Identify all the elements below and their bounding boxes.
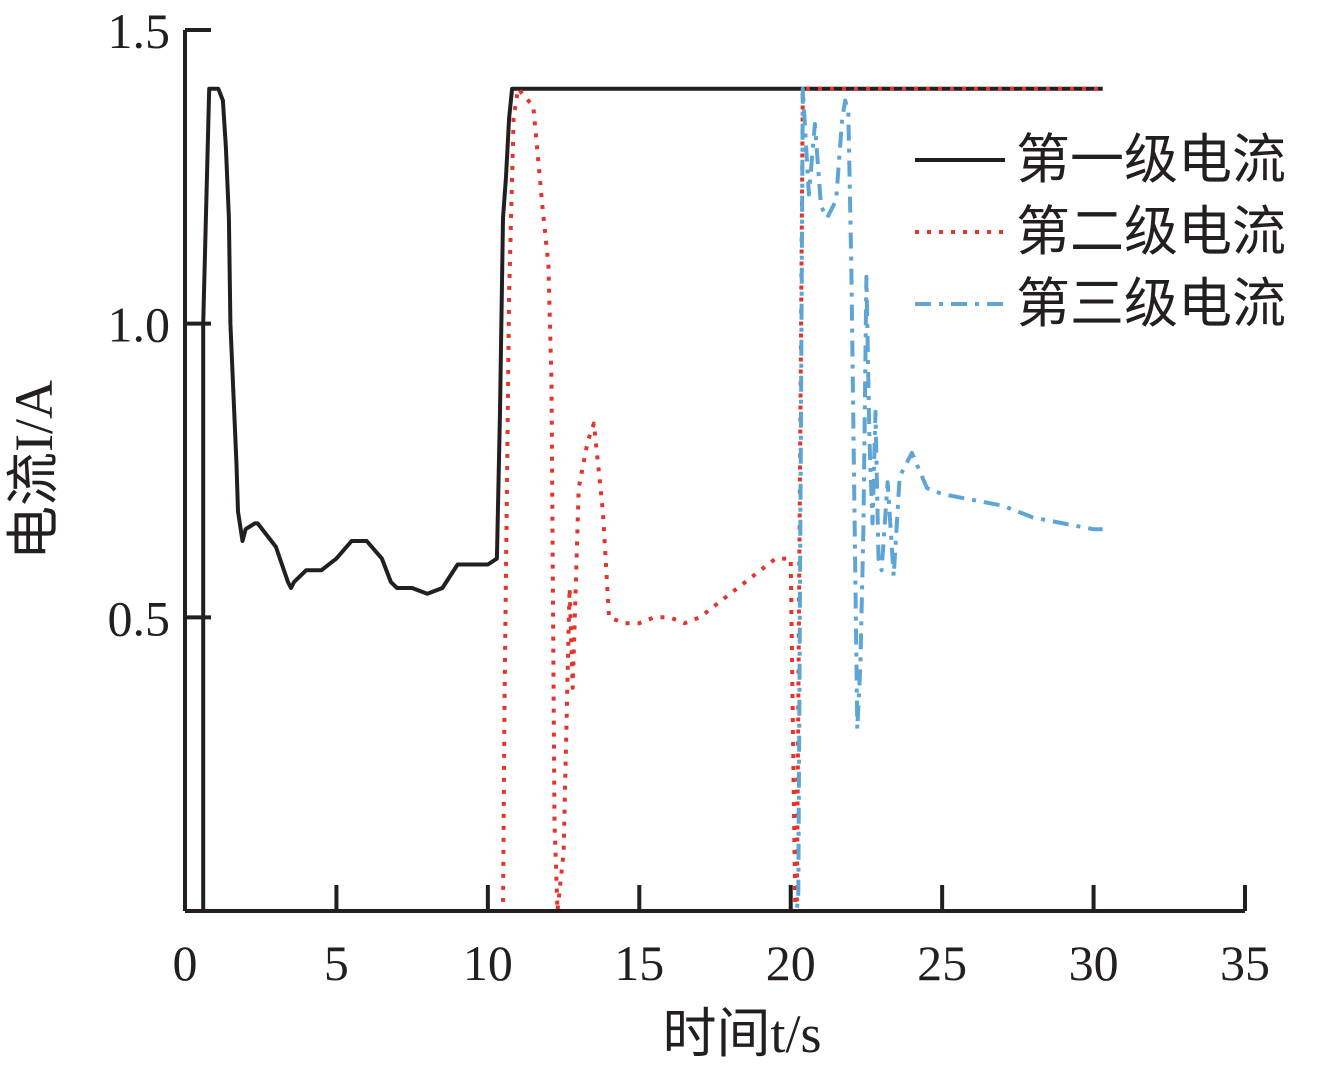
x-tick-label: 15 [614, 935, 664, 991]
y-tick-label: 1.5 [108, 3, 171, 59]
legend-label: 第三级电流 [1016, 274, 1286, 334]
x-tick-label: 0 [173, 935, 198, 991]
y-tick-label: 0.5 [108, 590, 171, 646]
series-line-1 [200, 86, 1103, 913]
x-tick-label: 20 [766, 935, 816, 991]
y-tick-label: 1.0 [108, 297, 171, 353]
y-axis-title: 电流I/A [4, 380, 64, 560]
series-layer [200, 86, 1103, 913]
x-tick-label: 5 [324, 935, 349, 991]
x-tick-label: 35 [1220, 935, 1270, 991]
x-axis-title: 时间t/s [662, 1004, 821, 1064]
x-tick-label: 25 [917, 935, 967, 991]
x-tick-label: 10 [463, 935, 513, 991]
ticks: 0 5 10 15 20 25 30 35 0.5 1.0 1.5 [108, 3, 1271, 991]
legend-label: 第二级电流 [1016, 202, 1286, 262]
series-line-3 [200, 86, 1103, 913]
series-line-2 [200, 86, 1103, 913]
legend-label: 第一级电流 [1016, 130, 1286, 190]
x-tick-label: 30 [1069, 935, 1119, 991]
axes [183, 30, 1245, 913]
